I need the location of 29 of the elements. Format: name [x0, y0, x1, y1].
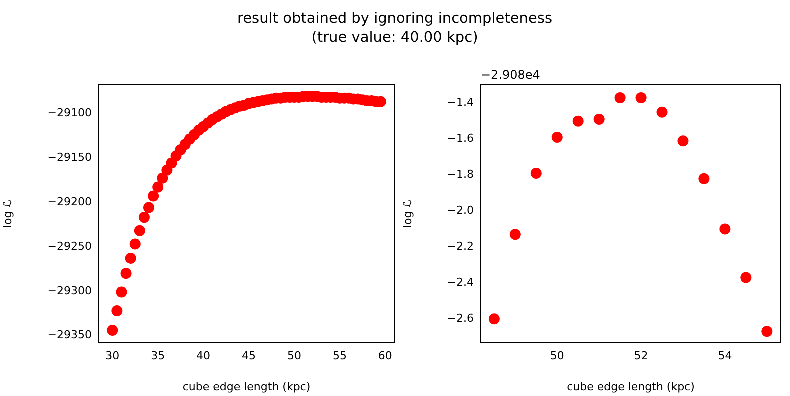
x-tick-label: 40 — [196, 349, 211, 362]
y-tick-label: −2.2 — [447, 240, 474, 254]
x-tick-label: 30 — [106, 349, 120, 362]
y-axis-title: log ℒ — [1, 200, 14, 228]
y-tick-label: −2.0 — [447, 204, 474, 218]
x-axis-title: cube edge length (kpc) — [182, 380, 311, 394]
y-axis-title: log ℒ — [401, 200, 414, 228]
y-tick-label: −29350 — [48, 328, 92, 342]
chart-title: result obtained by ignoring incompleteness (true value: 40.00 kpc) — [236, 10, 554, 48]
y-tick-label: −29100 — [48, 106, 92, 120]
x-tick-label: 35 — [151, 349, 166, 362]
y-tick-label: −1.4 — [447, 96, 474, 110]
x-tick-label: 52 — [634, 349, 648, 362]
y-tick-label: −1.8 — [447, 168, 474, 182]
y-tick-label: −2.6 — [447, 312, 474, 325]
x-tick-label: 45 — [242, 349, 256, 362]
y-tick-label: −29150 — [48, 150, 92, 164]
text: −2.908e4 — [481, 68, 540, 82]
y-tick-label: −29250 — [48, 240, 92, 253]
x-tick-label: 55 — [332, 349, 347, 362]
y-tick-label: −29300 — [48, 284, 92, 298]
x-axis-title: cube edge length (kpc) — [567, 380, 695, 394]
x-tick-label: 60 — [378, 349, 392, 362]
y-tick-label: −1.6 — [447, 132, 474, 146]
x-tick-label: 50 — [287, 349, 302, 362]
x-tick-label: 54 — [718, 349, 732, 362]
y-tick-label: −29200 — [48, 195, 92, 208]
y-tick-label: −2.4 — [447, 276, 474, 289]
x-tick-label: 50 — [550, 349, 564, 362]
